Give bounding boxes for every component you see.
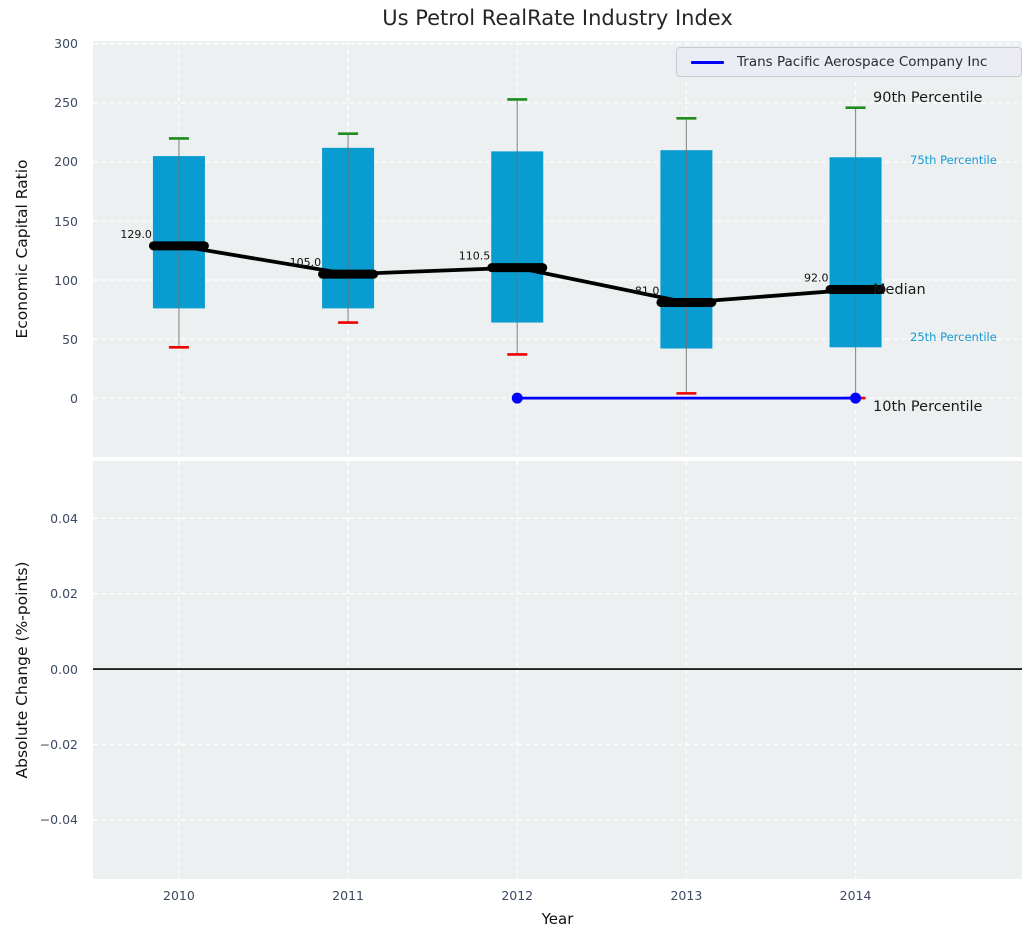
bottom-y-tick-label: −0.04 [39, 812, 78, 828]
change-canvas [93, 461, 1022, 879]
x-axis-label: Year [541, 910, 574, 928]
box-group-2014 [829, 106, 882, 400]
legend: Trans Pacific Aerospace Company Inc [676, 47, 1022, 77]
legend-label: Trans Pacific Aerospace Company Inc [737, 54, 988, 70]
x-tick-label: 2011 [332, 888, 364, 903]
top-y-tick-label: 200 [54, 154, 78, 170]
right-label-median: Median [873, 282, 926, 299]
bottom-y-tick-label: 0.04 [50, 510, 78, 526]
median-marker [148, 241, 209, 251]
median-value-label: 110.5 [459, 250, 491, 263]
top-y-tick-label: 0 [70, 390, 78, 406]
box-group-2012 [491, 98, 544, 356]
legend-line-sample [691, 60, 724, 64]
right-label-75th-percentile: 75th Percentile [910, 153, 997, 168]
x-tick-label: 2010 [163, 888, 195, 903]
x-tick-label: 2013 [670, 888, 703, 903]
box-group-2011 [322, 132, 375, 324]
top-y-tick-label: 250 [54, 95, 78, 111]
median-value-label: 81.0 [635, 284, 660, 297]
median-marker [825, 284, 886, 294]
boxplot-canvas: 129.0 105.0 110.5 81.0 92.0 [93, 41, 1022, 457]
right-label-25th-percentile: 25th Percentile [910, 330, 997, 345]
box-group-2013 [660, 117, 713, 395]
right-label-10th-percentile: 10th Percentile [873, 399, 983, 416]
top-y-tick-label: 50 [62, 331, 78, 347]
x-tick-label: 2014 [839, 888, 872, 903]
top-axes: 129.0 105.0 110.5 81.0 92.0 [93, 41, 1022, 457]
top-y-axis-label: Economic Capital Ratio [13, 159, 31, 339]
median-marker [487, 263, 548, 273]
company-marker [511, 392, 523, 404]
bottom-y-tick-label: −0.02 [39, 736, 78, 752]
x-tick-label: 2012 [501, 888, 534, 903]
median-value-label: 129.0 [120, 228, 152, 241]
bottom-y-tick-label: 0.02 [50, 586, 78, 602]
right-label-90th-percentile: 90th Percentile [873, 89, 983, 106]
top-y-tick-label: 100 [54, 272, 78, 288]
median-value-label: 92.0 [804, 271, 829, 284]
bottom-axes [93, 461, 1022, 879]
top-y-tick-label: 150 [54, 213, 78, 229]
company-marker [850, 392, 862, 404]
bottom-y-tick-label: 0.00 [50, 661, 78, 677]
chart-title: Us Petrol RealRate Industry Index [382, 6, 733, 30]
median-marker [318, 269, 379, 279]
median-marker [656, 297, 717, 307]
median-value-label: 105.0 [290, 256, 322, 269]
box-group-2010 [152, 137, 205, 349]
top-y-tick-label: 300 [54, 36, 78, 52]
